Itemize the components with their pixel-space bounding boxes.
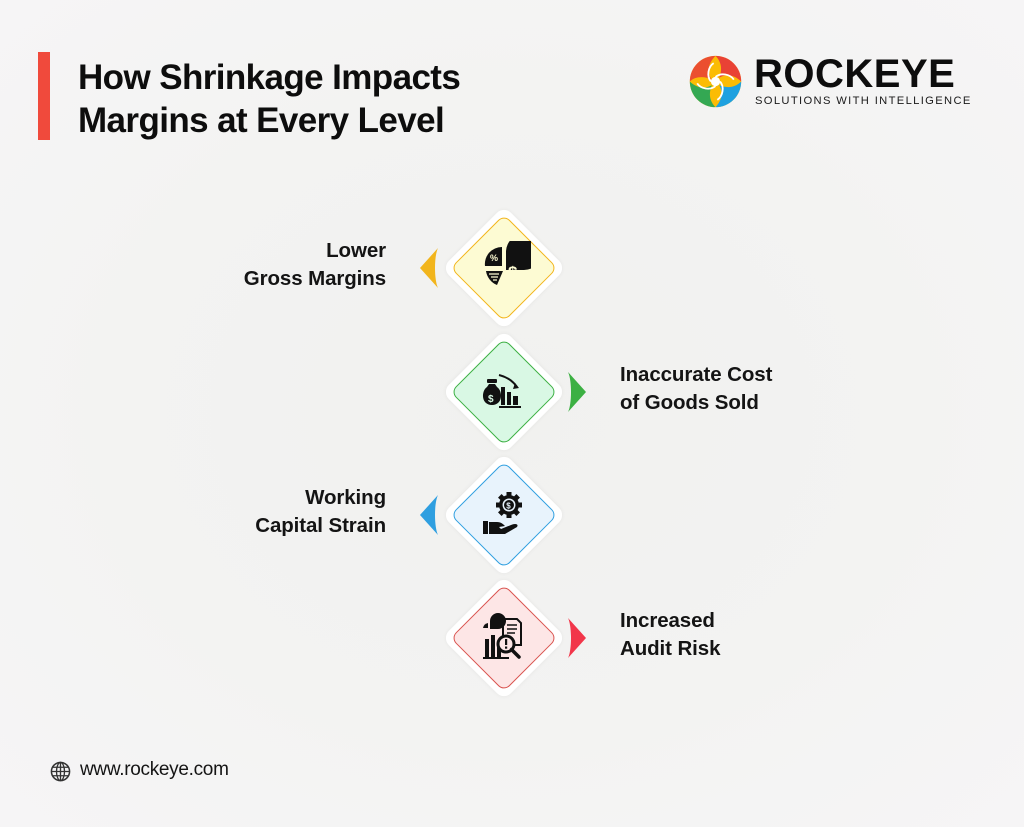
- step-diamond: [441, 575, 567, 701]
- step-working-capital-strain: Working Capital Strain: [0, 449, 1024, 579]
- step-label-line-1: Working: [305, 486, 386, 509]
- step-label-line-2: Capital Strain: [255, 514, 386, 537]
- step-label: Increased Audit Risk: [620, 607, 720, 663]
- step-diamond: $: [441, 452, 567, 578]
- chevron-left-icon: [420, 248, 438, 288]
- step-inaccurate-cogs: $ Inaccurate Cost of Goods Sold: [0, 326, 1024, 456]
- step-label-line-2: Audit Risk: [620, 637, 721, 660]
- step-label: Lower Gross Margins: [244, 237, 386, 293]
- title-accent-bar: [38, 52, 50, 140]
- brand-logo-block: ROCKEYE SOLUTIONS WITH INTELLIGENCE: [688, 52, 988, 112]
- svg-text:$: $: [508, 263, 518, 282]
- step-label: Working Capital Strain: [255, 484, 386, 540]
- pie-chart-dollar-icon: % $: [484, 241, 531, 285]
- step-label-line-2: Gross Margins: [243, 267, 386, 290]
- step-label: Inaccurate Cost of Goods Sold: [620, 361, 772, 417]
- page-title-line-2: Margins at Every Level: [78, 101, 445, 140]
- chevron-left-icon: [420, 495, 438, 535]
- step-lower-gross-margins: Lower Gross Margins % $: [0, 202, 1024, 332]
- report-magnifier-alert-icon: [483, 613, 522, 659]
- svg-text:%: %: [490, 253, 498, 263]
- hand-gear-dollar-icon: $: [483, 492, 522, 534]
- step-diamond: % $: [441, 205, 567, 331]
- globe-icon: [50, 761, 71, 782]
- website-link[interactable]: www.rockeye.com: [80, 759, 229, 780]
- step-diamond: $: [441, 329, 567, 455]
- step-label-line-2: of Goods Sold: [620, 391, 759, 414]
- chevron-right-icon: [568, 618, 586, 658]
- svg-text:$: $: [488, 394, 494, 405]
- step-label-line-1: Inaccurate Cost: [620, 363, 773, 386]
- brand-name: ROCKEYE: [754, 52, 956, 96]
- step-label-line-1: Increased: [620, 609, 715, 632]
- brand-tagline: SOLUTIONS WITH INTELLIGENCE: [755, 95, 972, 107]
- step-label-line-1: Lower: [326, 239, 386, 262]
- chevron-right-icon: [568, 372, 586, 412]
- money-bag-declining-chart-icon: $: [482, 374, 521, 408]
- swirl-logo-icon: [689, 55, 742, 108]
- page-title-line-1: How Shrinkage Impacts: [78, 58, 461, 97]
- svg-text:$: $: [506, 502, 511, 511]
- step-increased-audit-risk: Increased Audit Risk: [0, 572, 1024, 702]
- page-title: How Shrinkage Impacts Margins at Every L…: [78, 56, 461, 142]
